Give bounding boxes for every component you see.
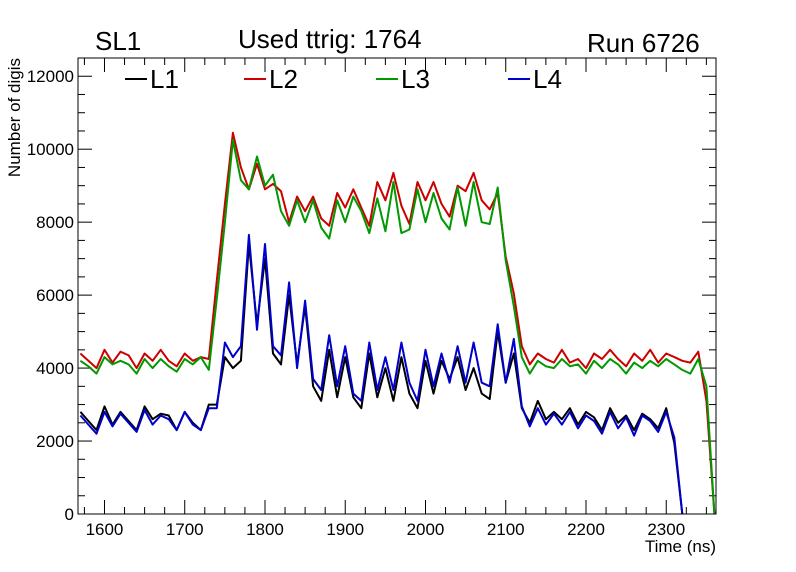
y-tick-label: 4000 — [36, 359, 74, 378]
legend-item-l2: L2 — [244, 64, 298, 94]
legend-label: L4 — [533, 64, 562, 94]
x-tick-labels: 1600 1700 1800 1900 2000 2100 2200 2300 — [86, 520, 686, 539]
y-tick-label: 6000 — [36, 286, 74, 305]
y-tick-label: 10000 — [27, 140, 74, 159]
x-tick-label: 2000 — [407, 520, 445, 539]
series-lines — [79, 131, 716, 515]
legend-label: L3 — [401, 64, 430, 94]
legend-label: L2 — [269, 64, 298, 94]
series-line-l1 — [79, 243, 684, 515]
y-tick-label: 2000 — [36, 432, 74, 451]
legend-item-l4: L4 — [508, 64, 562, 94]
x-axis-title: Time (ns) — [645, 537, 716, 556]
plot-frame — [77, 57, 717, 515]
x-tick-label: 1600 — [86, 520, 124, 539]
legend-item-l3: L3 — [376, 64, 430, 94]
legend: L1 L2 L3 L4 — [125, 64, 562, 94]
legend-item-l1: L1 — [125, 64, 179, 94]
series-line-l4 — [79, 233, 684, 515]
x-tick-label: 1800 — [246, 520, 284, 539]
y-tick-label: 8000 — [36, 213, 74, 232]
x-tick-label: 2100 — [487, 520, 525, 539]
superlayer-label: SL1 — [95, 26, 142, 56]
run-label: Run 6726 — [587, 28, 700, 58]
series-line-l2 — [79, 131, 716, 515]
legend-label: L1 — [150, 64, 179, 94]
axis-ticks — [78, 57, 716, 515]
y-tick-label: 12000 — [27, 67, 74, 86]
y-tick-labels: 0 2000 4000 6000 8000 10000 12000 — [27, 67, 74, 524]
x-tick-label: 1700 — [166, 520, 204, 539]
x-tick-label: 2200 — [567, 520, 605, 539]
x-tick-label: 2300 — [647, 520, 685, 539]
y-axis-title: Number of digis — [5, 58, 24, 177]
y-tick-label: 0 — [65, 505, 74, 524]
chart-title: Used ttrig: 1764 — [238, 24, 422, 54]
x-tick-label: 1900 — [326, 520, 364, 539]
series-line-l3 — [79, 139, 716, 515]
